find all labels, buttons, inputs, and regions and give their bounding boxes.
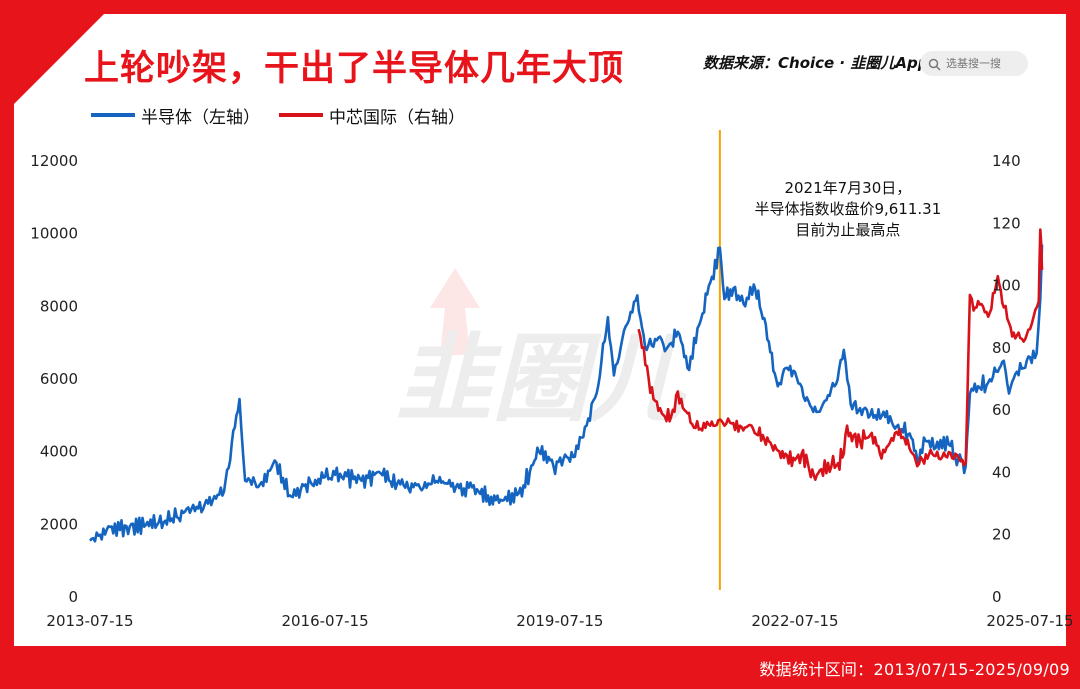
y-right-tick-label: 140 [992, 152, 1021, 170]
y-left-tick-label: 8000 [40, 297, 78, 315]
y-left-tick-label: 2000 [40, 515, 78, 533]
annotation-line: 2021年7月30日， [784, 179, 911, 197]
series-line-smic [637, 228, 1044, 481]
legend-label-smic: 中芯国际（右轴） [329, 107, 465, 128]
date-range-footer: 数据统计区间：2013/07/15-2025/09/09 [759, 660, 1070, 679]
legend-swatch-smic [279, 113, 323, 117]
chart-card [14, 14, 1066, 646]
legend-swatch-semiconductor [91, 113, 135, 117]
search-placeholder: 选基搜一搜 [946, 57, 1001, 70]
data-source: 数据来源：Choice · 韭圈儿App [703, 54, 929, 72]
x-tick-label: 2016-07-15 [281, 612, 368, 630]
y-left-tick-label: 12000 [30, 152, 78, 170]
y-right-tick-label: 100 [992, 277, 1021, 295]
x-tick-label: 2013-07-15 [46, 612, 133, 630]
x-tick-label: 2025-07-15 [986, 612, 1073, 630]
legend-smic: 中芯国际（右轴） [279, 103, 465, 128]
y-right-tick-label: 0 [992, 588, 1002, 606]
x-tick-label: 2022-07-15 [751, 612, 838, 630]
y-right-tick-label: 40 [992, 463, 1011, 481]
corner-decoration [0, 0, 118, 118]
y-right-tick-label: 80 [992, 339, 1011, 357]
page-title: 上轮吵架，干出了半导体几年大顶 [84, 49, 625, 89]
search-icon [928, 58, 941, 71]
annotation-line: 目前为止最高点 [795, 221, 900, 239]
y-right-tick-label: 20 [992, 526, 1011, 544]
y-right-tick-label: 60 [992, 401, 1011, 419]
x-tick-label: 2019-07-15 [516, 612, 603, 630]
y-left-tick-label: 0 [68, 588, 78, 606]
watermark-logo: 韭圈儿 [396, 268, 687, 435]
y-left-tick-label: 6000 [40, 370, 78, 388]
legend-semiconductor: 半导体（左轴） [91, 103, 260, 128]
search-box[interactable]: 选基搜一搜 [920, 51, 1028, 76]
watermark-text: 韭圈儿 [396, 323, 687, 435]
series-line-semiconductor [89, 244, 1044, 543]
legend-label-semiconductor: 半导体（左轴） [141, 107, 260, 128]
y-left-tick-label: 4000 [40, 443, 78, 461]
y-right-tick-label: 120 [992, 214, 1021, 232]
annotation-line: 半导体指数收盘价9,611.31 [754, 200, 941, 218]
y-left-tick-label: 10000 [30, 225, 78, 243]
